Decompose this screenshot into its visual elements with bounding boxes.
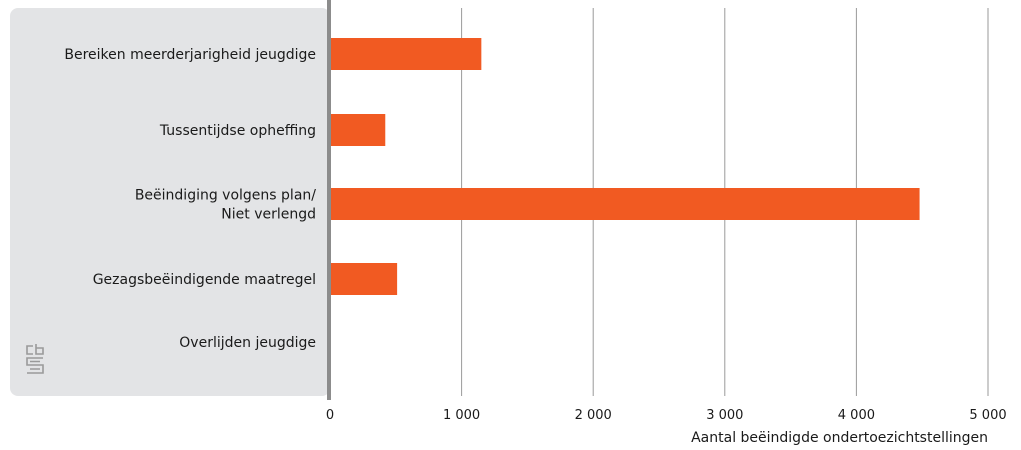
bar bbox=[330, 38, 482, 70]
category-label: Beëindiging volgens plan/ bbox=[135, 188, 316, 204]
bar bbox=[330, 263, 398, 295]
bar bbox=[330, 188, 920, 220]
tick-label: 3 000 bbox=[706, 408, 743, 423]
x-axis-title: Aantal beëindigde ondertoezichtstellinge… bbox=[691, 430, 988, 446]
bars bbox=[330, 38, 920, 295]
category-label-panel bbox=[10, 8, 330, 396]
cbs-logo-icon bbox=[26, 344, 44, 374]
category-label: Overlijden jeugdige bbox=[179, 335, 316, 351]
tick-label: 2 000 bbox=[575, 408, 612, 423]
category-labels: Bereiken meerderjarigheid jeugdige Tussen… bbox=[64, 47, 316, 351]
tick-label: 1 000 bbox=[443, 408, 480, 423]
tick-labels: 0 1 000 2 000 3 000 4 000 5 000 bbox=[326, 408, 1007, 423]
bar bbox=[330, 114, 386, 146]
category-label: Niet verlengd bbox=[221, 207, 316, 223]
tick-label: 4 000 bbox=[838, 408, 875, 423]
category-label: Gezagsbeëindigende maatregel bbox=[93, 272, 316, 288]
tick-label: 5 000 bbox=[969, 408, 1006, 423]
tick-label: 0 bbox=[326, 408, 334, 423]
category-label: Bereiken meerderjarigheid jeugdige bbox=[64, 47, 316, 63]
category-label: Tussentijdse opheffing bbox=[159, 123, 316, 139]
